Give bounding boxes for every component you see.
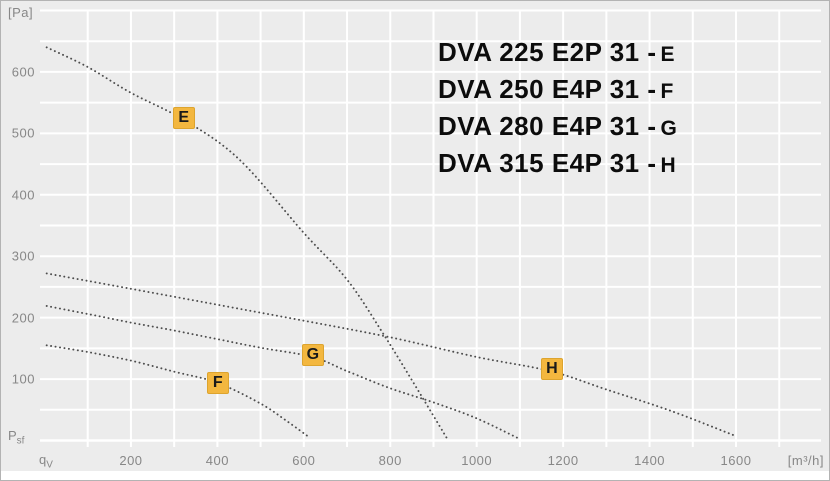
curve-marker-E: E — [172, 106, 195, 129]
curve-marker-H: H — [540, 358, 563, 381]
curve-marker-G: G — [301, 344, 324, 367]
legend-model-text: DVA 315 E4P 31 - — [438, 148, 657, 178]
x-axis-unit-label: [m³/h] — [787, 453, 824, 468]
x-tick-200: 200 — [119, 453, 143, 468]
legend-model-text: DVA 250 E4P 31 - — [438, 74, 657, 104]
y-tick-200: 200 — [11, 310, 35, 326]
legend-model-text: DVA 225 E2P 31 - — [438, 37, 657, 67]
model-legend: DVA 225 E2P 31 - E DVA 250 E4P 31 - F DVA 28… — [438, 34, 677, 182]
legend-model-text: DVA 280 E4P 31 - — [438, 111, 657, 141]
chart-canvas — [40, 9, 821, 447]
y-axis-unit-label: [Pa] — [8, 5, 34, 20]
x-tick-1200: 1200 — [547, 453, 579, 468]
legend-line-G: DVA 280 E4P 31 -G — [438, 108, 677, 145]
gridlines — [40, 9, 821, 447]
curve-H — [45, 272, 736, 437]
legend-line-E: DVA 225 E2P 31 -E — [438, 34, 677, 71]
x-tick-600: 600 — [292, 453, 316, 468]
legend-curve-letter: F — [660, 80, 674, 103]
x-tick-1400: 1400 — [634, 453, 666, 468]
y-tick-100: 100 — [11, 371, 35, 387]
y-tick-400: 400 — [11, 187, 35, 203]
y-tick-600: 600 — [11, 64, 35, 80]
x-axis-symbol: qV — [39, 452, 53, 471]
x-tick-1000: 1000 — [461, 453, 493, 468]
legend-curve-letter: H — [660, 154, 677, 177]
y-tick-300: 300 — [11, 248, 35, 264]
legend-line-H: DVA 315 E4P 31 -H — [438, 145, 677, 182]
curve-marker-F: F — [206, 372, 229, 395]
x-tick-1600: 1600 — [720, 453, 752, 468]
x-tick-800: 800 — [378, 453, 402, 468]
y-axis-symbol: Psf — [8, 428, 25, 447]
performance-curves — [45, 46, 736, 439]
curve-F — [45, 344, 312, 439]
legend-curve-letter: E — [660, 43, 676, 66]
y-tick-500: 500 — [11, 125, 35, 141]
legend-line-F: DVA 250 E4P 31 -F — [438, 71, 677, 108]
chart-plot-area: [Pa] Psf qV [m³/h] 100 200 300 400 500 600 20… — [1, 1, 829, 471]
x-tick-400: 400 — [205, 453, 229, 468]
curve-G — [45, 305, 519, 439]
legend-curve-letter: G — [660, 117, 678, 140]
